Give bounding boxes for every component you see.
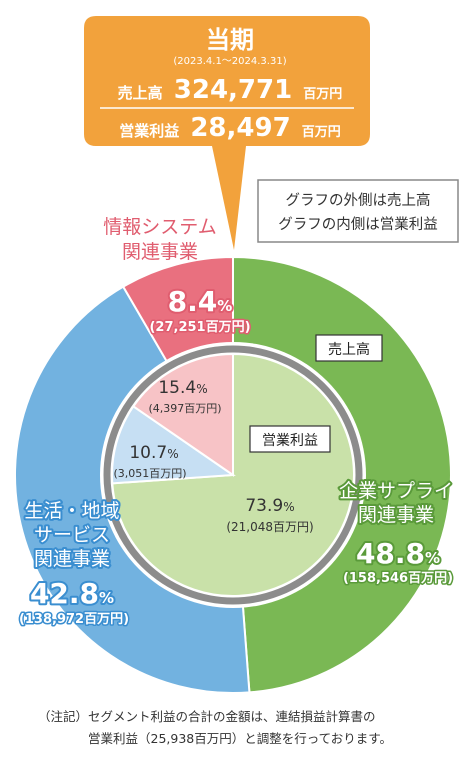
profit-total-value: 28,497 [190,113,290,143]
footnote-line2: 営業利益（25,938百万円）と調整を行っております。 [88,731,392,746]
profit-label-lifestyle: 10.7% (3,051百万円) [113,443,186,480]
sales-total-label: 売上高 [118,84,163,102]
info-systems-profit-pct-sign: % [196,382,207,396]
enterprise-profit-amount: (21,048百万円) [226,520,313,534]
period-callout: 当期 (2023.4.1～2024.3.31) 売上高 324,771 百万円 … [84,16,370,250]
inner-pie-tag: 営業利益 [249,425,331,453]
enterprise-sales-amount: (158,546百万円) [343,571,453,586]
profit-total-label: 営業利益 [119,122,179,140]
enterprise-name-line2: 関連事業 [358,504,434,526]
sales-value-info-systems: 8.4% (27,251百万円) [148,283,252,337]
enterprise-profit-percent: 73.9 [245,496,283,516]
inner-pie-tag-label: 営業利益 [262,433,318,449]
info-systems-profit-amount: (4,397百万円) [148,402,221,415]
footnote-line1: セグメント利益の合計の金額は、連結損益計算書の [88,709,376,724]
sales-total-value: 324,771 [174,75,292,105]
profit-pie [111,352,356,597]
lifestyle-name-line1: 生活・地域 [24,500,119,522]
svg-text:15.4%: 15.4% [158,378,207,398]
legend-note-line1: グラフの外側は売上高 [286,192,431,209]
footnote: （注記）セグメント利益の合計の金額は、連結損益計算書の 営業利益（25,938百… [38,706,458,750]
profit-label-enterprise: 73.9% (21,048百万円) [226,496,313,534]
profit-total-unit: 百万円 [302,125,341,140]
svg-text:10.7%: 10.7% [129,443,178,463]
footnote-prefix: （注記） [38,709,89,724]
profit-total-row: 営業利益 28,497 百万円 [119,113,341,143]
lifestyle-name-line2: サービス [34,524,110,546]
legend-note: グラフの外側は売上高 グラフの内側は営業利益 [257,179,459,243]
profit-slice-info-systems [131,352,234,477]
profit-slice-lifestyle [111,404,236,485]
period-title: 当期 [206,26,254,54]
segment-label-lifestyle: 生活・地域 サービス 関連事業 42.8% (138,972百万円) [17,498,130,629]
period-range: (2023.4.1～2024.3.31) [173,56,286,67]
info-systems-profit-percent: 15.4 [158,378,196,398]
enterprise-name-line1: 企業サプライ [339,480,453,502]
svg-text:42.8%: 42.8% [30,577,114,610]
lifestyle-profit-pct-sign: % [167,447,178,461]
segment-label-enterprise: 企業サプライ 関連事業 48.8% (158,546百万円) [337,478,455,588]
info-systems-name-line2: 関連事業 [122,241,198,263]
outer-ring-tag: 売上高 [315,334,383,362]
svg-text:48.8%: 48.8% [356,537,440,570]
svg-text:8.4%: 8.4% [168,285,233,318]
lifestyle-profit-percent: 10.7 [129,443,167,463]
svg-text:73.9%: 73.9% [245,496,294,516]
lifestyle-sales-amount: (138,972百万円) [19,612,129,627]
lifestyle-profit-amount: (3,051百万円) [113,467,186,480]
separator-ring [103,345,363,605]
lifestyle-sales-pct-sign: % [99,589,114,607]
info-systems-sales-percent: 8.4 [168,285,218,318]
info-systems-sales-amount: (27,251百万円) [149,320,250,335]
outer-ring-tag-label: 売上高 [328,341,370,358]
segment-label-info-systems: 情報システム 関連事業 [103,216,216,263]
lifestyle-name-line3: 関連事業 [34,548,110,570]
sales-total-row: 売上高 324,771 百万円 [118,75,343,105]
info-systems-sales-pct-sign: % [217,297,232,315]
enterprise-sales-percent: 48.8 [356,537,425,570]
enterprise-profit-pct-sign: % [283,500,294,514]
sales-total-unit: 百万円 [303,87,342,102]
legend-note-line2: グラフの内側は営業利益 [278,216,438,233]
lifestyle-sales-percent: 42.8 [30,577,99,610]
profit-label-info-systems: 15.4% (4,397百万円) [148,378,221,415]
info-systems-name-line1: 情報システム [103,216,216,238]
enterprise-sales-pct-sign: % [425,549,440,567]
